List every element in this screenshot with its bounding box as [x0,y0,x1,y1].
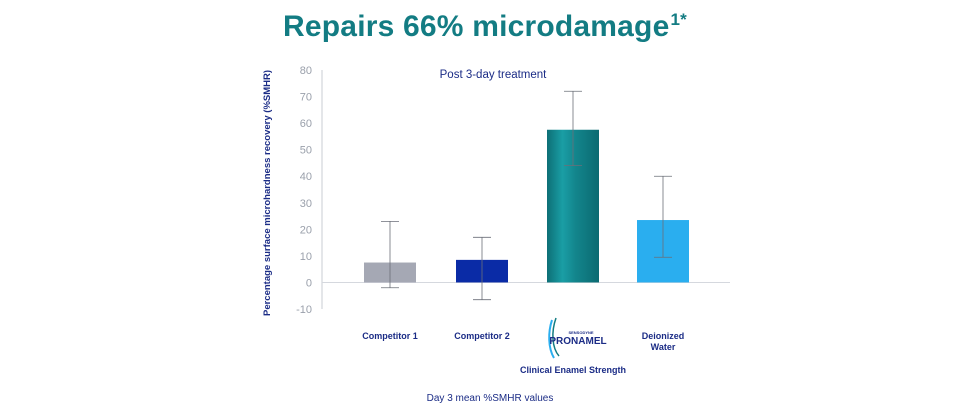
y-axis-label: Percentage surface microhardness recover… [262,70,273,316]
y-tick-label: 30 [300,198,312,210]
category-labels: Competitor 1 Competitor 2 Clinical Enamel … [362,331,684,375]
y-tick-label: 20 [300,224,312,236]
category-label: Water [651,342,676,352]
error-bar [654,175,672,258]
error-bars-group [381,90,672,301]
y-axis-tick-labels: 80 70 60 50 40 30 20 10 0 -10 [296,65,312,316]
y-tick-label: 50 [300,145,312,157]
chart-headline: Repairs 66% microdamage1* [0,10,970,44]
pronamel-logo: SENSODYNE PRONAMEL [548,317,607,359]
logo-brand-big: PRONAMEL [549,336,606,347]
category-label: Competitor 2 [454,331,510,341]
y-tick-label: 10 [300,251,312,263]
category-label: Competitor 1 [362,331,418,341]
pronamel-arc-icon [552,317,560,357]
error-bar [473,236,491,301]
headline-text: Repairs 66% microdamage [283,10,670,43]
error-bar [381,220,399,289]
logo-brand-small: SENSODYNE [568,330,593,335]
y-tick-label: 40 [300,171,312,183]
y-tick-label: 80 [300,65,312,77]
category-label: Deionized [642,331,685,341]
x-axis-label: Day 3 mean %SMHR values [427,393,554,404]
chart-subtitle: Post 3-day treatment [440,69,548,81]
y-tick-label: 70 [300,92,312,104]
y-tick-label: 0 [306,277,312,289]
category-label: Clinical Enamel Strength [520,365,626,375]
bars-group [364,129,689,283]
pronamel-tooth-logo-icon [548,319,555,359]
headline-superscript: 1* [670,10,687,29]
y-tick-label: 60 [300,118,312,130]
error-bar [564,90,582,167]
y-tick-label: -10 [296,304,312,316]
